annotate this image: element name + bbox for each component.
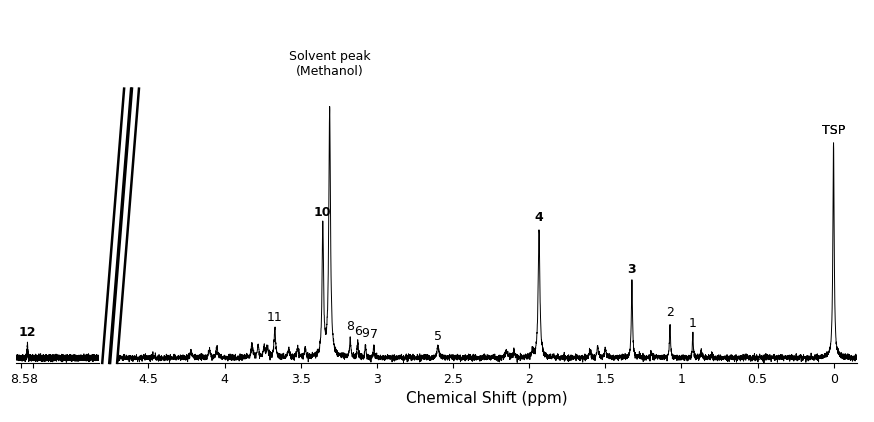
Text: 1: 1 bbox=[689, 316, 697, 330]
Text: 9: 9 bbox=[362, 327, 370, 341]
Text: TSP: TSP bbox=[822, 124, 845, 137]
Text: 7: 7 bbox=[370, 328, 378, 341]
Text: 10: 10 bbox=[314, 206, 331, 219]
Text: 5: 5 bbox=[434, 330, 441, 343]
Text: TSP: TSP bbox=[822, 124, 845, 137]
Text: Solvent peak
(Methanol): Solvent peak (Methanol) bbox=[288, 50, 371, 78]
Text: 4: 4 bbox=[535, 211, 544, 225]
Text: 11: 11 bbox=[267, 311, 282, 325]
Text: 8: 8 bbox=[346, 320, 354, 333]
Text: 6: 6 bbox=[354, 325, 362, 338]
Text: 3: 3 bbox=[628, 263, 636, 276]
X-axis label: Chemical Shift (ppm): Chemical Shift (ppm) bbox=[406, 391, 568, 406]
Text: 12: 12 bbox=[18, 325, 36, 338]
Text: 2: 2 bbox=[666, 306, 674, 319]
